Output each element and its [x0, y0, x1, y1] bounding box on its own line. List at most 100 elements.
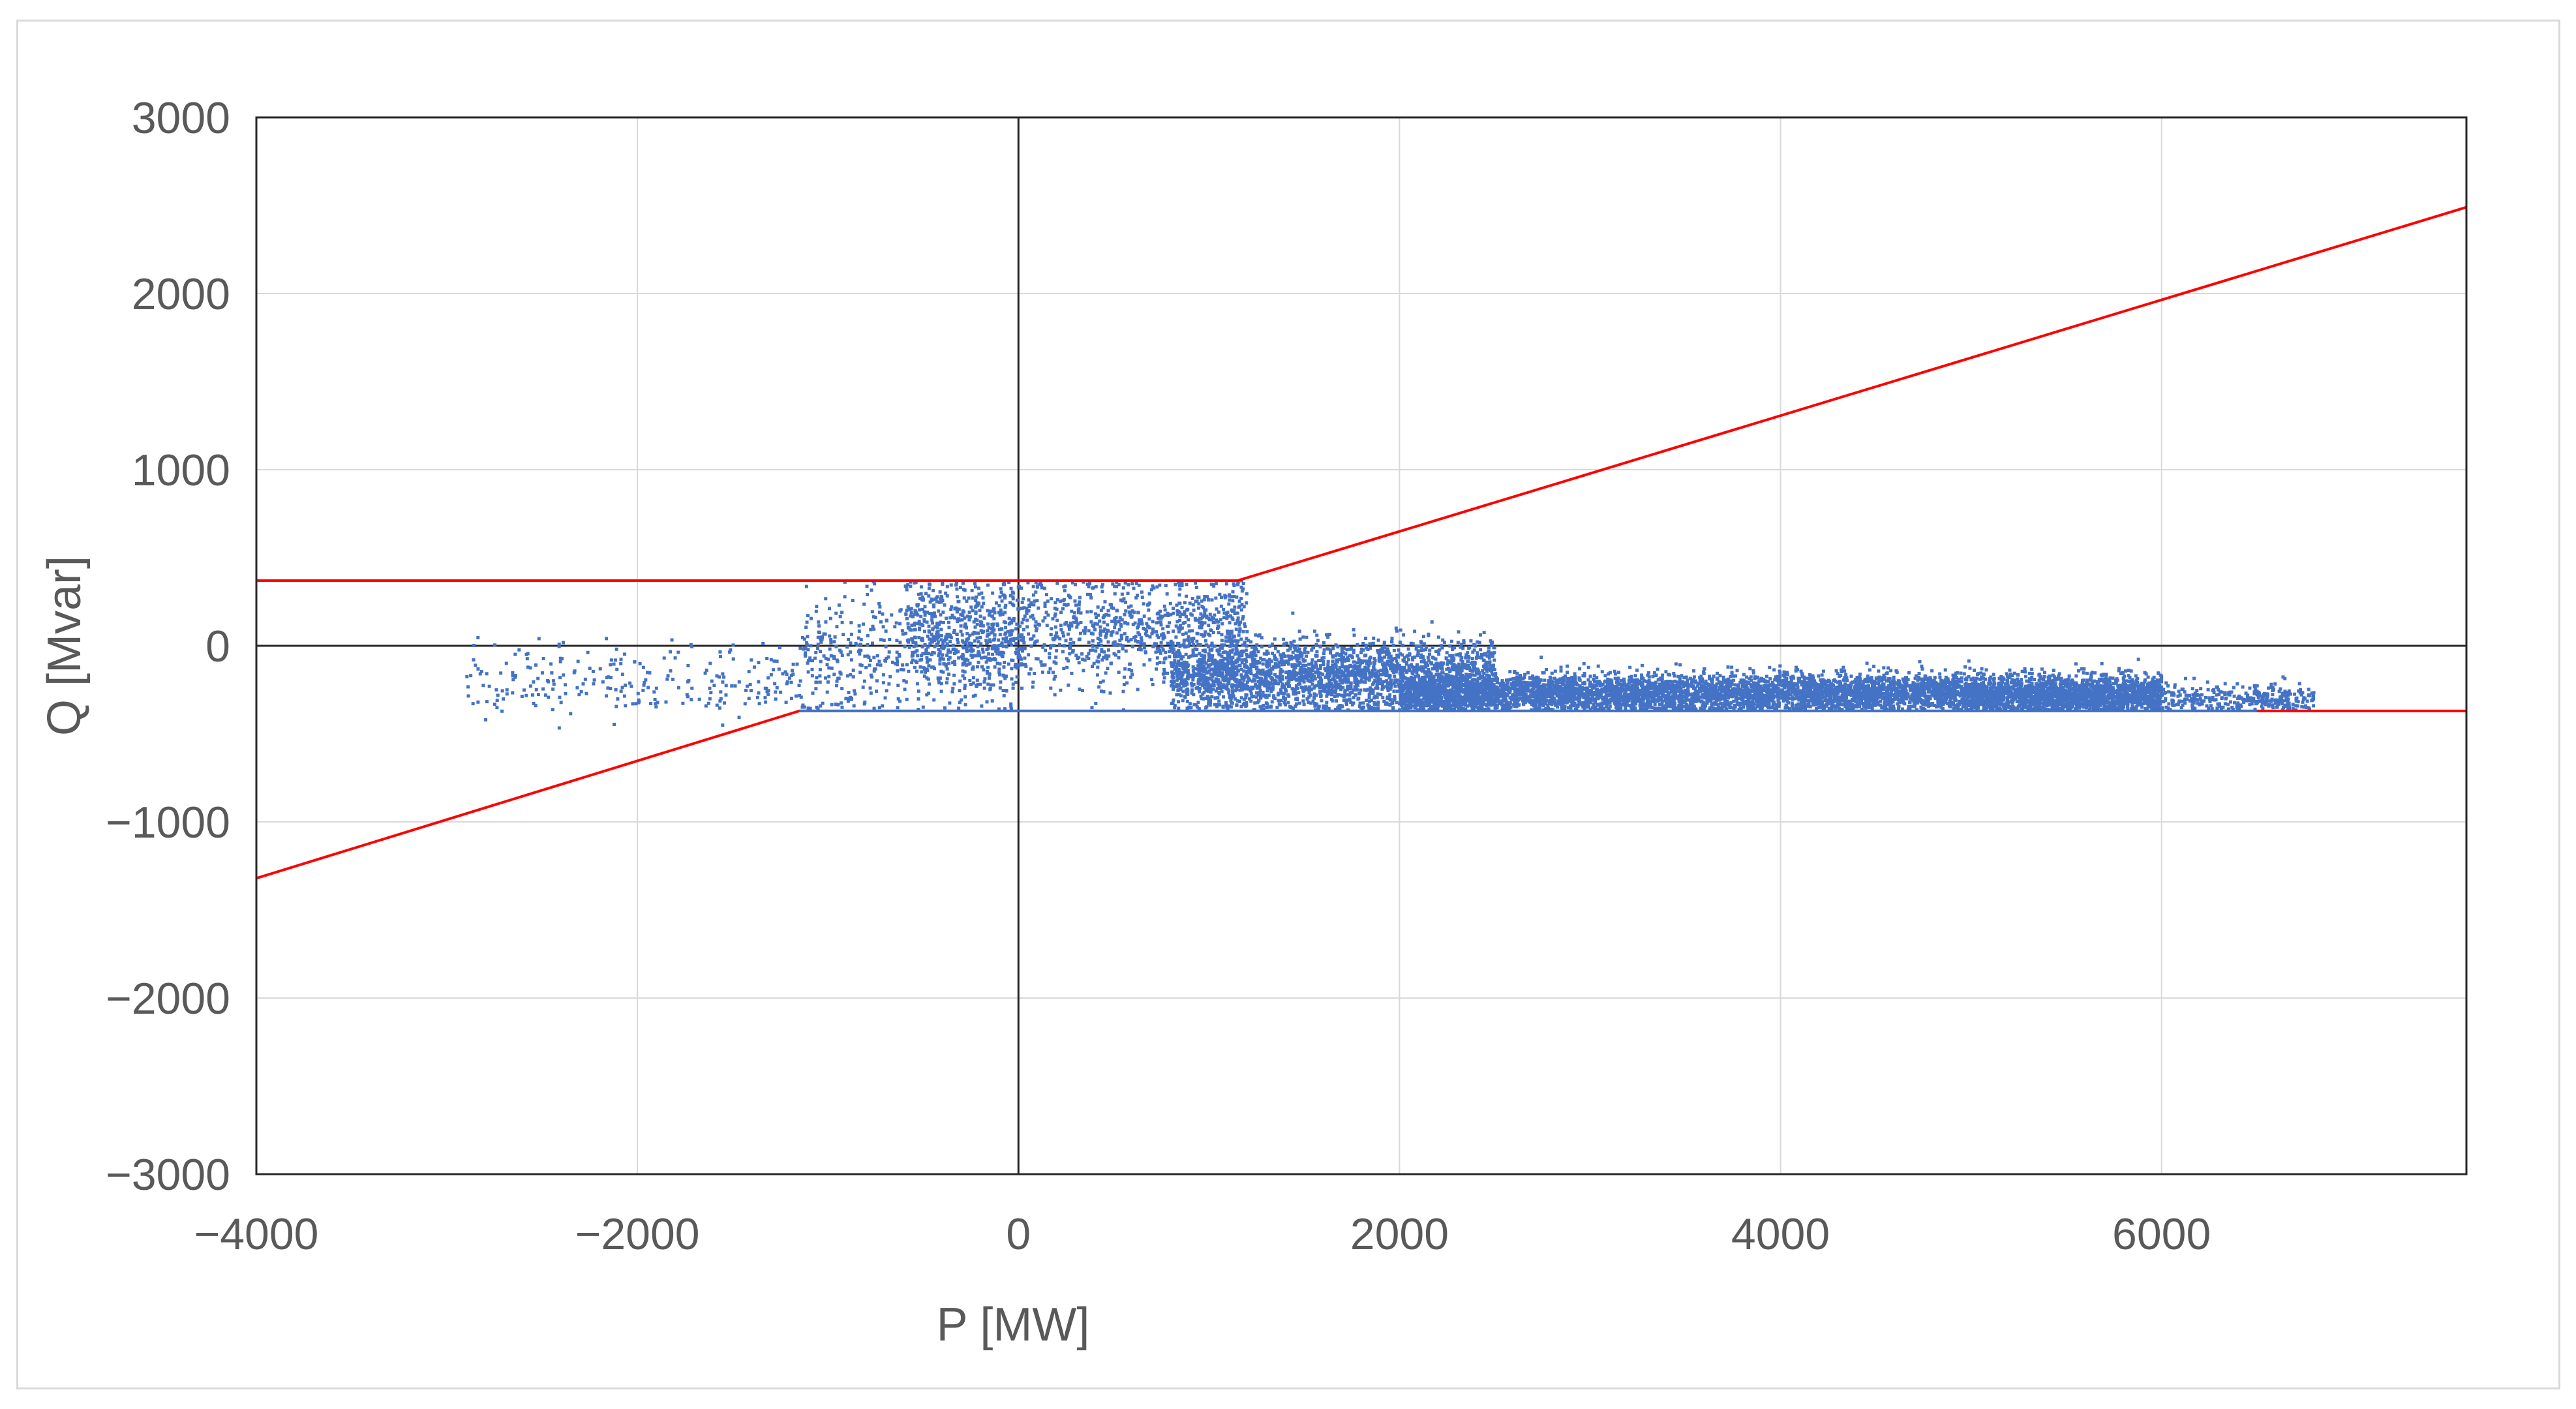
data-point-1227: [1014, 652, 1018, 656]
data-point-1915: [926, 611, 930, 614]
data-point-4231: [1329, 697, 1333, 701]
data-point-1788: [977, 650, 980, 654]
data-point-1731: [1112, 652, 1116, 656]
data-point-150: [721, 672, 725, 676]
data-point-2010: [1218, 648, 1222, 652]
data-point-4198: [1331, 663, 1335, 667]
data-point-1581: [1118, 616, 1122, 620]
data-point-2932: [1260, 645, 1264, 649]
data-point-4009: [1408, 668, 1412, 672]
data-point-227: [466, 694, 470, 698]
data-point-394: [902, 679, 906, 683]
data-point-2467: [1260, 682, 1264, 686]
data-point-3439: [1222, 686, 1226, 689]
data-point-570: [993, 633, 997, 637]
data-point-330: [998, 662, 1002, 666]
data-point-3410: [1352, 633, 1356, 637]
data-point-616: [870, 588, 873, 592]
data-point-800: [1123, 667, 1127, 671]
data-point-4275: [1290, 665, 1294, 669]
data-point-2889: [1340, 656, 1344, 659]
data-point-1207: [945, 584, 949, 588]
data-point-3569: [1357, 680, 1361, 684]
data-point-3772: [1243, 625, 1247, 629]
data-point-4551: [1481, 700, 1485, 704]
data-point-2954: [1240, 661, 1244, 665]
data-point-2781: [1474, 670, 1478, 674]
data-point-1740: [1099, 643, 1103, 647]
data-point-2960: [1412, 665, 1416, 669]
data-point-2242: [1387, 654, 1391, 658]
data-point-1161: [1127, 605, 1130, 609]
data-point-3357: [1351, 669, 1355, 673]
data-point-526: [1009, 704, 1013, 708]
data-point-1990: [1027, 653, 1031, 657]
data-point-4468: [1399, 628, 1402, 632]
data-point-1775: [955, 608, 959, 612]
data-point-2484: [1488, 663, 1492, 667]
data-point-71: [581, 682, 585, 686]
data-point-1714: [1020, 621, 1024, 625]
data-point-525: [838, 670, 842, 674]
data-point-3966: [1487, 654, 1491, 658]
data-point-1640: [1047, 671, 1051, 674]
data-point-18: [731, 643, 735, 647]
data-point-4402: [1273, 657, 1277, 661]
data-point-2415: [1183, 678, 1187, 682]
data-point-3394: [1464, 673, 1468, 676]
data-point-3177: [1473, 661, 1477, 665]
data-point-2597: [1376, 638, 1380, 642]
data-point-183: [476, 700, 480, 704]
data-point-3208: [1393, 696, 1397, 700]
data-point-1609: [1068, 596, 1072, 599]
data-point-1902: [1174, 635, 1178, 639]
data-point-1602: [1078, 596, 1082, 599]
data-point-1584: [935, 632, 939, 636]
data-point-1681: [985, 648, 989, 652]
data-point-2424: [1482, 631, 1486, 635]
data-point-4409: [1346, 678, 1350, 682]
data-point-345: [845, 645, 849, 649]
data-point-822: [1055, 598, 1059, 602]
data-point-1034: [971, 694, 975, 698]
data-point-169: [561, 641, 565, 644]
data-point-372: [1007, 616, 1011, 620]
data-point-1739: [935, 626, 939, 630]
data-point-563: [939, 669, 943, 673]
data-point-2096: [1329, 684, 1333, 688]
data-point-614: [1002, 694, 1006, 698]
data-point-3559: [1356, 679, 1359, 683]
data-point-286: [818, 668, 822, 672]
data-point-1973: [1025, 609, 1029, 613]
data-point-469: [829, 641, 833, 644]
data-point-65: [777, 667, 781, 671]
data-point-2664: [1449, 659, 1453, 663]
data-point-312: [919, 614, 923, 618]
data-point-2247: [1476, 651, 1479, 655]
data-point-3420: [1471, 650, 1475, 654]
data-point-3224: [1229, 670, 1233, 674]
data-point-3883: [1231, 663, 1235, 667]
data-point-513: [827, 674, 831, 678]
data-point-2260: [1265, 705, 1269, 709]
data-point-3237: [1305, 635, 1309, 639]
data-point-3848: [1217, 699, 1221, 703]
data-point-3903: [1432, 656, 1436, 660]
data-point-1623: [1202, 598, 1206, 601]
data-point-1263: [1168, 655, 1172, 659]
data-point-1525: [1241, 629, 1245, 633]
data-point-407: [872, 706, 876, 710]
data-point-3328: [1185, 677, 1189, 681]
data-point-4045: [1260, 677, 1264, 681]
data-point-994: [1022, 597, 1025, 601]
data-point-1342: [1005, 645, 1008, 649]
data-point-4368: [1393, 670, 1397, 674]
data-point-1498: [971, 596, 975, 600]
data-point-2491: [1211, 687, 1215, 691]
data-point-3926: [1477, 656, 1481, 659]
data-point-58: [532, 701, 536, 705]
data-point-107: [794, 694, 798, 698]
data-point-4605: [1969, 686, 1973, 689]
data-point-4453: [1421, 665, 1425, 669]
data-point-669: [895, 639, 899, 643]
